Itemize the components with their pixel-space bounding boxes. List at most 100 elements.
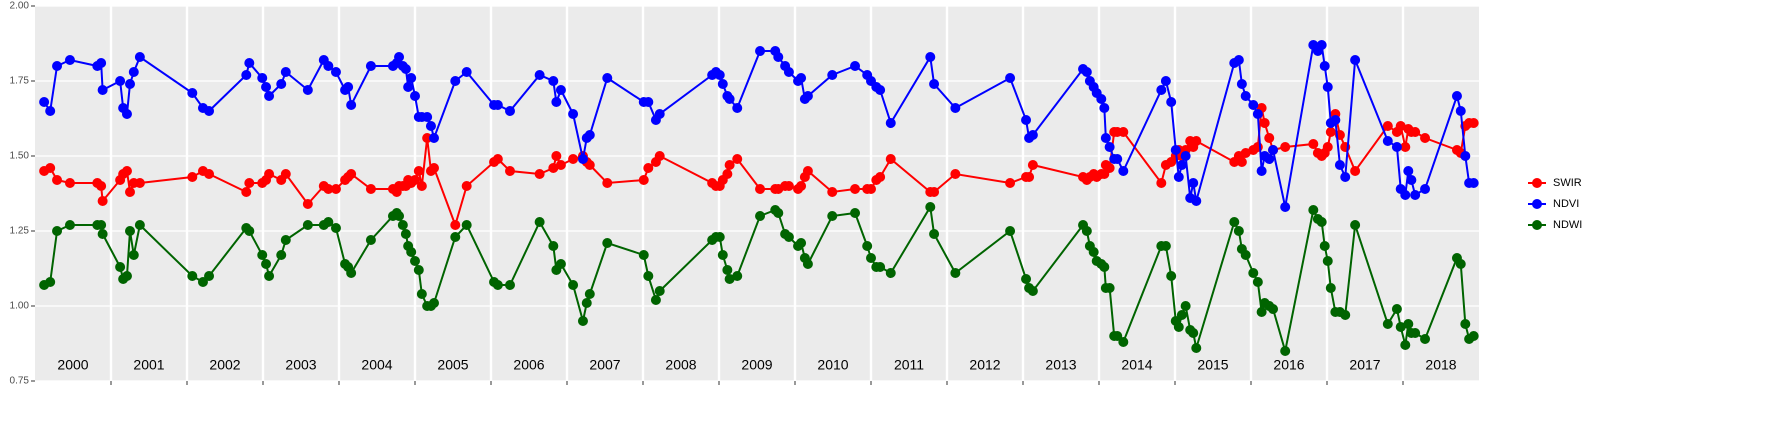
data-point: [394, 52, 405, 62]
data-point: [1420, 133, 1431, 143]
data-point: [925, 52, 936, 62]
data-point: [925, 202, 936, 212]
data-point: [1166, 271, 1177, 281]
data-point: [602, 73, 613, 83]
data-point: [64, 220, 75, 230]
data-point: [96, 58, 107, 68]
data-point: [875, 85, 886, 95]
data-point: [1460, 151, 1471, 161]
data-point: [722, 265, 733, 275]
data-point: [492, 280, 503, 290]
data-point: [413, 166, 424, 176]
data-point: [323, 217, 334, 227]
data-point: [732, 154, 743, 164]
data-point: [52, 175, 63, 185]
data-point: [125, 187, 135, 197]
data-point: [125, 226, 135, 236]
data-point: [134, 178, 145, 188]
data-point: [257, 73, 268, 83]
data-point: [323, 184, 334, 194]
data-point: [783, 232, 794, 242]
data-point: [1027, 160, 1038, 170]
data-point: [115, 76, 126, 86]
data-point: [1406, 175, 1417, 185]
data-point: [548, 241, 559, 251]
data-point: [302, 85, 313, 95]
data-point: [1308, 139, 1319, 149]
data-point: [346, 169, 357, 179]
data-point: [1170, 145, 1181, 155]
data-point: [584, 130, 595, 140]
data-point: [1256, 166, 1267, 176]
data-point: [187, 88, 198, 98]
data-point: [584, 160, 595, 170]
year-label: 2005: [437, 357, 468, 373]
data-point: [850, 208, 861, 218]
data-point: [1264, 133, 1275, 143]
data-point: [1112, 154, 1123, 164]
data-point: [187, 271, 198, 281]
data-point: [1420, 334, 1431, 344]
data-point: [1252, 142, 1263, 152]
year-label: 2006: [513, 357, 544, 373]
data-point: [1173, 172, 1184, 182]
data-point: [950, 103, 961, 113]
legend-label: NDVI: [1553, 198, 1579, 210]
data-point: [1325, 127, 1336, 137]
data-point: [1240, 250, 1251, 260]
data-point: [128, 67, 139, 77]
data-point: [346, 268, 357, 278]
data-point: [1021, 274, 1032, 284]
data-point: [416, 289, 427, 299]
data-point: [1180, 151, 1191, 161]
data-point: [1350, 55, 1361, 65]
data-point: [1322, 82, 1333, 92]
data-point: [802, 166, 813, 176]
data-point: [425, 121, 436, 131]
data-point: [1188, 328, 1199, 338]
data-point: [134, 220, 145, 230]
data-point: [581, 298, 592, 308]
data-point: [1410, 328, 1421, 338]
data-point: [717, 79, 728, 89]
data-point: [755, 46, 766, 56]
data-point: [1400, 190, 1411, 200]
y-tick-label: 1.50: [10, 151, 30, 162]
data-point: [97, 85, 108, 95]
data-point: [577, 316, 588, 326]
data-point: [773, 208, 784, 218]
data-point: [929, 229, 940, 239]
data-point: [796, 73, 807, 83]
data-point: [280, 169, 291, 179]
year-label: 2011: [894, 357, 924, 373]
data-point: [400, 229, 411, 239]
data-point: [1451, 91, 1462, 101]
data-point: [244, 226, 255, 236]
data-point: [875, 262, 886, 272]
data-point: [1455, 106, 1466, 116]
data-point: [410, 256, 420, 266]
data-point: [1395, 322, 1406, 332]
data-point: [885, 154, 896, 164]
data-point: [1118, 127, 1129, 137]
data-point: [1027, 286, 1038, 296]
data-point: [802, 91, 813, 101]
data-point: [261, 259, 272, 269]
data-point: [97, 229, 108, 239]
data-point: [654, 151, 665, 161]
data-point: [346, 100, 357, 110]
data-point: [1176, 160, 1187, 170]
year-label: 2007: [589, 357, 620, 373]
data-point: [505, 280, 515, 290]
year-label: 2003: [285, 357, 316, 373]
data-point: [125, 79, 135, 89]
data-point: [39, 97, 50, 107]
data-point: [121, 109, 132, 119]
data-point: [1005, 73, 1016, 83]
data-point: [1268, 304, 1279, 314]
data-point: [724, 94, 735, 104]
data-point: [1400, 340, 1411, 350]
data-point: [717, 250, 728, 260]
data-point: [548, 76, 559, 86]
data-point: [755, 184, 766, 194]
